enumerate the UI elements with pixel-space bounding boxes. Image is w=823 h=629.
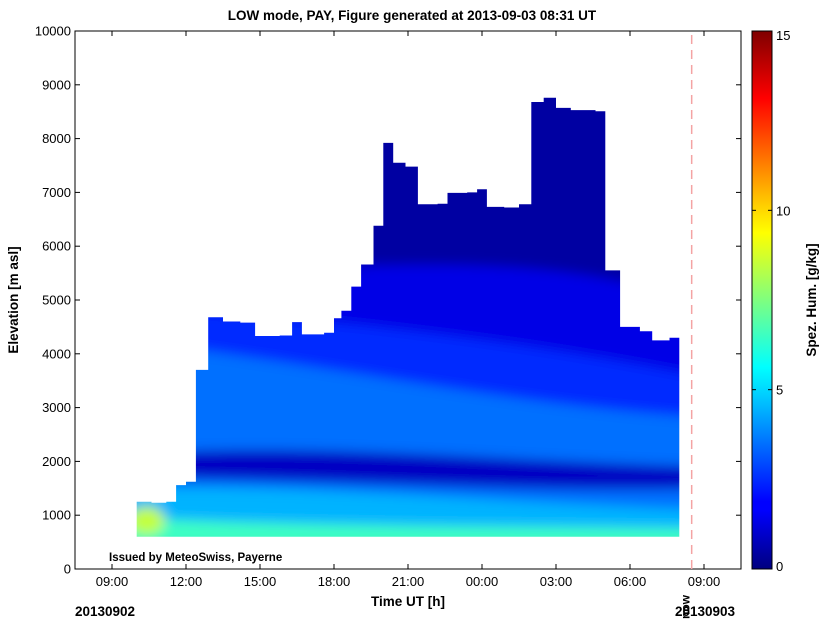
colorbar-tick-label: 15: [776, 28, 790, 43]
x-tick-label: 03:00: [540, 574, 573, 589]
y-axis: 0 1000 2000 3000 4000 5000 6000 7000 8000 9000 100…: [35, 24, 741, 577]
x-tick-label: 12:00: [170, 574, 203, 589]
colorbar: [751, 30, 773, 570]
field-surface-patch: [136, 506, 165, 535]
x-tick-label: 09:00: [688, 574, 721, 589]
field-dry-band: [136, 450, 680, 490]
x-tick-label: 21:00: [392, 574, 425, 589]
x-tick-label: 18:00: [318, 574, 351, 589]
y-tick-label: 3000: [42, 400, 71, 415]
y-tick-label: 0: [64, 562, 71, 577]
y-tick-label: 1000: [42, 508, 71, 523]
y-tick-label: 4000: [42, 346, 71, 361]
y-tick-label: 8000: [42, 131, 71, 146]
x-tick-label: 15:00: [244, 574, 277, 589]
y-tick-label: 7000: [42, 185, 71, 200]
x-axis: 09:00 12:00 15:00 18:00 21:00 00:00 03:00 06:00…: [96, 31, 721, 589]
x-tick-label: 09:00: [96, 574, 129, 589]
colorbar-axis: 0 5 10 15: [752, 28, 790, 574]
colorbar-tick-label: 10: [776, 203, 790, 218]
y-axis-label: Elevation [m asl]: [6, 246, 21, 353]
y-tick-label: 9000: [42, 77, 71, 92]
now-label: now: [679, 594, 693, 619]
chart-title: LOW mode, PAY, Figure generated at 2013-…: [228, 8, 597, 23]
colorbar-tick-label: 5: [776, 383, 783, 398]
date-start: 20130902: [75, 604, 135, 619]
y-tick-label: 5000: [42, 293, 71, 308]
y-tick-label: 10000: [35, 24, 71, 39]
date-end: 20130903: [675, 604, 736, 619]
x-tick-label: 06:00: [614, 574, 647, 589]
x-axis-label: Time UT [h]: [371, 594, 445, 609]
credit-text: Issued by MeteoSwiss, Payerne: [109, 552, 282, 564]
colorbar-tick-label: 0: [776, 559, 783, 574]
x-tick-label: 00:00: [466, 574, 499, 589]
y-tick-label: 2000: [42, 454, 71, 469]
y-tick-label: 6000: [42, 239, 71, 254]
field-surface: [136, 515, 680, 537]
colorbar-label: Spez. Hum. [g/kg]: [804, 243, 819, 356]
